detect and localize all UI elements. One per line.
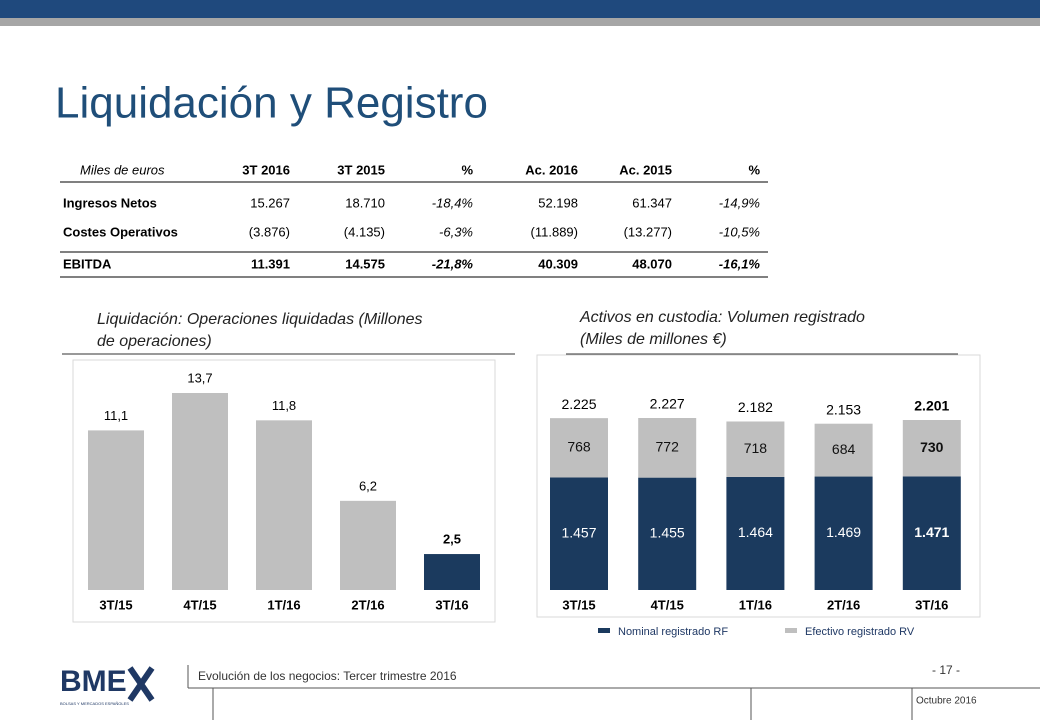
table-header: Ac. 2016	[525, 162, 578, 177]
total-label: 2.225	[561, 396, 596, 412]
table-cell: (3.876)	[249, 224, 290, 239]
x-tick-label: 2T/16	[827, 597, 860, 612]
x-tick-label: 3T/16	[915, 597, 948, 612]
slide-title: Liquidación y Registro	[55, 79, 488, 128]
total-label: 2.201	[914, 398, 949, 414]
table-cell: 40.309	[538, 256, 578, 271]
table-cell: 52.198	[538, 195, 578, 210]
table-cell: -14,9%	[719, 195, 760, 210]
bar-segment	[638, 477, 697, 590]
bar	[88, 430, 144, 590]
data-label: 684	[832, 441, 856, 457]
x-tick-label: 3T/15	[99, 597, 132, 612]
logo: BME	[60, 665, 127, 698]
bar-segment	[814, 423, 873, 477]
x-tick-label: 1T/16	[739, 597, 772, 612]
data-label: 718	[744, 440, 768, 456]
table-cell: (4.135)	[344, 224, 385, 239]
table-cell: (13.277)	[624, 224, 672, 239]
data-label: 2,5	[443, 531, 461, 546]
chart-frame	[536, 354, 981, 618]
data-label: 1.471	[914, 524, 949, 540]
total-label: 2.227	[650, 396, 685, 412]
table-cell: -21,8%	[432, 256, 474, 271]
table-header: Ac. 2015	[619, 162, 672, 177]
chart-title: Activos en custodia: Volumen registrado(…	[579, 309, 865, 348]
bar-segment	[726, 476, 785, 590]
table-cell: Costes Operativos	[63, 224, 178, 239]
x-tick-label: 4T/15	[651, 597, 684, 612]
total-label: 2.182	[738, 399, 773, 415]
legend-label: Nominal registrado RF	[618, 626, 728, 638]
legend-label: Efectivo registrado RV	[805, 626, 915, 638]
table-cell: 48.070	[632, 256, 672, 271]
data-label: 1.469	[826, 524, 861, 540]
total-label: 2.153	[826, 401, 861, 417]
footer-date: Octubre 2016	[916, 696, 977, 707]
bar-segment	[814, 476, 873, 590]
bar-segment	[550, 418, 608, 478]
x-tick-label: 4T/15	[183, 597, 216, 612]
chart-title: Liquidación: Operaciones liquidadas (Mil…	[97, 311, 423, 350]
table-cell: 14.575	[345, 256, 385, 271]
footer-subtitle: Evolución de los negocios: Tercer trimes…	[198, 669, 457, 683]
bar-segment	[726, 421, 785, 477]
bar	[172, 393, 228, 590]
data-label: 1.455	[650, 525, 685, 541]
table-cell: 15.267	[250, 195, 290, 210]
data-label: 1.457	[561, 524, 596, 540]
bar-segment	[638, 418, 697, 478]
bar	[340, 500, 396, 590]
bar-segment	[902, 420, 961, 477]
logo-tagline: BOLSAS Y MERCADOS ESPAÑOLES	[60, 701, 129, 706]
table-cell: -16,1%	[719, 256, 761, 271]
table-cell: -18,4%	[432, 195, 473, 210]
table-header: %	[748, 162, 760, 177]
data-label: 13,7	[187, 370, 212, 385]
table-header: 3T 2016	[242, 162, 290, 177]
chart-frame	[72, 359, 496, 623]
x-tick-label: 2T/16	[351, 597, 384, 612]
data-label: 768	[567, 439, 591, 455]
data-label: 11,8	[272, 398, 296, 413]
data-label: 1.464	[738, 524, 773, 540]
bar	[424, 554, 480, 590]
table-cell: Ingresos Netos	[63, 195, 157, 210]
table-header: %	[461, 162, 473, 177]
table-header: 3T 2015	[337, 162, 385, 177]
bar-segment	[550, 477, 608, 590]
table-cell: -6,3%	[439, 224, 473, 239]
data-label: 6,2	[359, 478, 377, 493]
page-number: - 17 -	[932, 663, 960, 677]
table-cell: 11.391	[251, 256, 290, 271]
table-cell: 18.710	[345, 195, 385, 210]
bar-segment	[902, 476, 961, 590]
table-cell: -10,5%	[719, 224, 760, 239]
table-cell: (11.889)	[531, 224, 578, 239]
x-tick-label: 1T/16	[267, 597, 300, 612]
bar	[256, 420, 312, 590]
data-label: 772	[656, 439, 680, 455]
x-tick-label: 3T/16	[435, 597, 468, 612]
x-tick-label: 3T/15	[562, 597, 595, 612]
top-band	[0, 0, 1040, 18]
table-header: Miles de euros	[80, 162, 165, 177]
logo-mark	[127, 666, 155, 702]
table-cell: EBITDA	[63, 256, 112, 271]
top-stripe	[0, 18, 1040, 26]
data-label: 11,1	[104, 408, 128, 423]
table-cell: 61.347	[632, 195, 672, 210]
legend-swatch	[785, 628, 797, 633]
legend-swatch	[598, 628, 610, 633]
data-label: 730	[920, 439, 944, 455]
